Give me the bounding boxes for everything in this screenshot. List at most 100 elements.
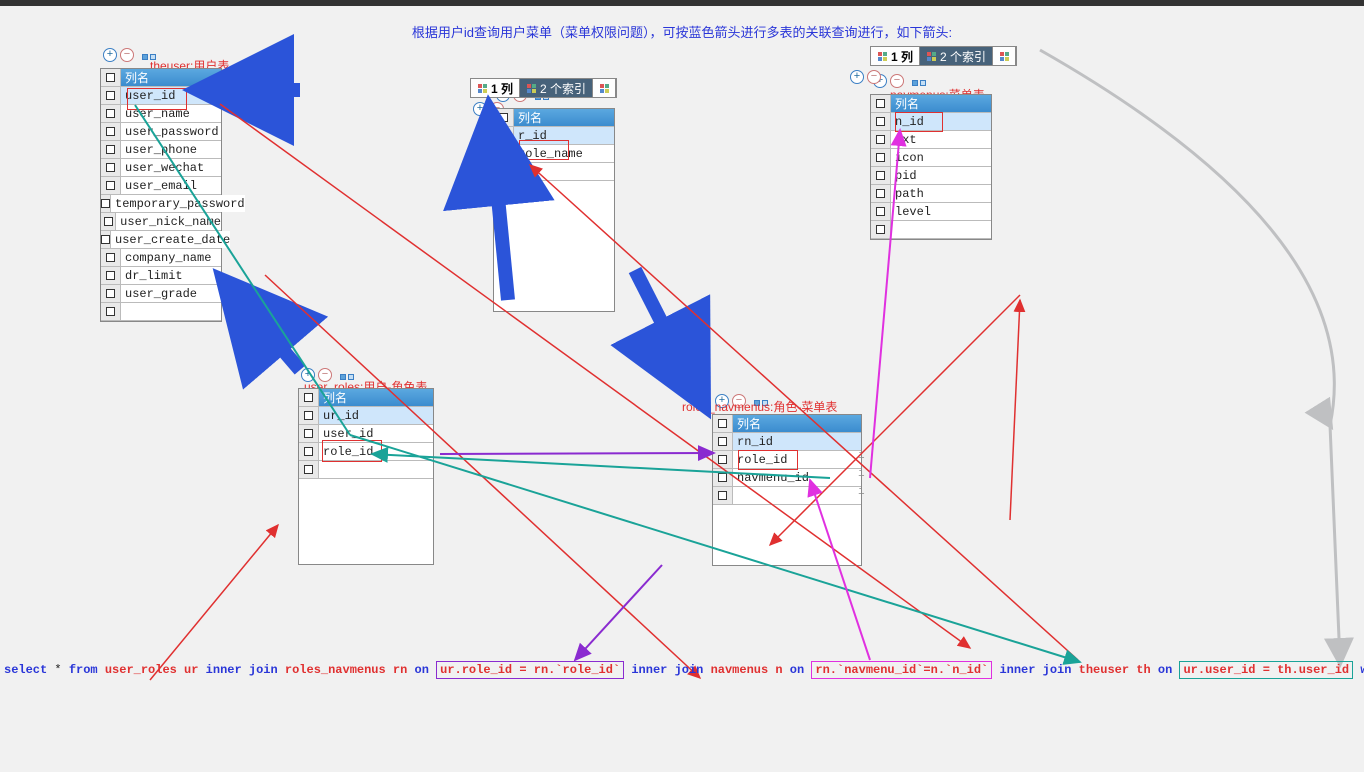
- table-row[interactable]: user_create_date: [101, 231, 221, 249]
- sql-token: ur.user_id = th.user_id: [1179, 661, 1353, 679]
- row-checkbox-cell[interactable]: [713, 469, 733, 486]
- row-checkbox-cell[interactable]: [871, 149, 891, 166]
- row-checkbox-cell[interactable]: [713, 433, 733, 450]
- table-row[interactable]: pid: [871, 167, 991, 185]
- empty-cell: [121, 303, 221, 320]
- table-title: roles_navmenus:角色-菜单表: [682, 398, 837, 415]
- row-checkbox-cell[interactable]: [299, 407, 319, 424]
- table-row[interactable]: user_wechat: [101, 159, 221, 177]
- sql-token: [1151, 663, 1158, 677]
- column-name-cell: user_nick_name: [116, 213, 221, 230]
- table-body-filler: [713, 505, 861, 565]
- header-checkbox-cell: [871, 95, 891, 112]
- row-checkbox-cell[interactable]: [299, 425, 319, 442]
- column-name-cell: ur_id: [319, 407, 433, 424]
- sql-token: [98, 663, 105, 677]
- row-checkbox-cell[interactable]: [101, 105, 121, 122]
- highlight-box: [127, 88, 187, 110]
- table-row[interactable]: txt: [871, 131, 991, 149]
- column-header: 列名: [891, 95, 991, 112]
- tab-columns[interactable]: 1 列: [471, 79, 520, 97]
- table-row[interactable]: company_name: [101, 249, 221, 267]
- row-checkbox-cell[interactable]: [871, 113, 891, 130]
- column-name-cell: rn_id: [733, 433, 861, 450]
- sql-token: on: [790, 663, 804, 677]
- table-row[interactable]: icon: [871, 149, 991, 167]
- collapse-icon[interactable]: −: [120, 48, 134, 62]
- expand-icon[interactable]: +: [103, 48, 117, 62]
- sql-token: *: [47, 663, 69, 677]
- sql-token: navmenus n: [711, 663, 783, 677]
- column-header: 列名: [514, 109, 614, 126]
- tab-indexes[interactable]: 2 个索引: [920, 47, 993, 65]
- row-checkbox-cell[interactable]: [871, 203, 891, 220]
- sql-token: [1071, 663, 1078, 677]
- table-row[interactable]: user_email: [101, 177, 221, 195]
- column-name-cell: user_wechat: [121, 159, 221, 176]
- header-checkbox-cell: [101, 69, 121, 86]
- empty-cell: [891, 221, 991, 238]
- row-checkbox-cell: [871, 221, 891, 238]
- sql-token: user_roles ur: [105, 663, 199, 677]
- row-checkbox-cell[interactable]: [101, 267, 121, 284]
- table-row[interactable]: rn_id: [713, 433, 861, 451]
- row-checkbox-cell: [101, 303, 121, 320]
- table-row[interactable]: user_password: [101, 123, 221, 141]
- column-header: 列名: [121, 69, 221, 86]
- row-checkbox-cell[interactable]: [101, 159, 121, 176]
- table-row[interactable]: temporary_password: [101, 195, 221, 213]
- row-checkbox-cell[interactable]: [101, 177, 121, 194]
- expand-icon[interactable]: +: [850, 70, 864, 84]
- sql-token: inner join: [999, 663, 1071, 677]
- column-header-row: 列名: [101, 69, 221, 87]
- column-name-cell: txt: [891, 131, 991, 148]
- column-header-row: 列名: [299, 389, 433, 407]
- table-row[interactable]: user_nick_name: [101, 213, 221, 231]
- table-row[interactable]: user_grade: [101, 285, 221, 303]
- table-row[interactable]: user_phone: [101, 141, 221, 159]
- diagram-title: 根据用户id查询用户菜单（菜单权限问题），可按蓝色箭头进行多表的关联查询进行，如…: [412, 22, 952, 41]
- row-checkbox-cell[interactable]: [101, 231, 111, 248]
- row-checkbox-cell[interactable]: [101, 141, 121, 158]
- tab-more[interactable]: [993, 47, 1016, 65]
- row-checkbox-cell[interactable]: [101, 123, 121, 140]
- collapse-icon[interactable]: −: [867, 70, 881, 84]
- table-row[interactable]: level: [871, 203, 991, 221]
- expand-icon[interactable]: +: [473, 102, 487, 116]
- table-row-empty: [713, 487, 861, 505]
- table-row[interactable]: dr_limit: [101, 267, 221, 285]
- row-checkbox-cell[interactable]: [101, 285, 121, 302]
- tab-columns[interactable]: 1 列: [871, 47, 920, 65]
- sql-token: ur.role_id = rn.`role_id`: [436, 661, 624, 679]
- table-controls: +−: [850, 70, 881, 84]
- sql-statement: select * from user_roles ur inner join r…: [0, 663, 1364, 677]
- row-checkbox-cell[interactable]: [101, 87, 121, 104]
- row-checkbox-cell[interactable]: [871, 185, 891, 202]
- highlight-box: [738, 450, 798, 470]
- sql-token: from: [69, 663, 98, 677]
- sql-token: [783, 663, 790, 677]
- table-row[interactable]: path: [871, 185, 991, 203]
- row-checkbox-cell[interactable]: [713, 451, 733, 468]
- row-checkbox-cell[interactable]: [101, 249, 121, 266]
- row-checkbox-cell[interactable]: [101, 195, 111, 212]
- row-checkbox-cell[interactable]: [871, 131, 891, 148]
- column-name-cell: path: [891, 185, 991, 202]
- sql-token: on: [415, 663, 429, 677]
- sql-token: inner join: [631, 663, 703, 677]
- sql-token: [278, 663, 285, 677]
- row-checkbox-cell[interactable]: [871, 167, 891, 184]
- tab-more[interactable]: [593, 79, 616, 97]
- table-row[interactable]: ur_id: [299, 407, 433, 425]
- column-name-cell: user_phone: [121, 141, 221, 158]
- row-checkbox-cell[interactable]: [494, 127, 514, 144]
- empty-cell: [733, 487, 861, 504]
- db-table-roles_navmenus: 列名rn_idrole_idnavmenu_id: [712, 414, 862, 566]
- row-checkbox-cell[interactable]: [494, 145, 514, 162]
- tab-indexes[interactable]: 2 个索引: [520, 79, 593, 97]
- row-checkbox-cell[interactable]: [101, 213, 116, 230]
- empty-cell: [514, 163, 614, 180]
- header-checkbox-cell: [494, 109, 514, 126]
- table-row[interactable]: navmenu_id: [713, 469, 861, 487]
- row-checkbox-cell[interactable]: [299, 443, 319, 460]
